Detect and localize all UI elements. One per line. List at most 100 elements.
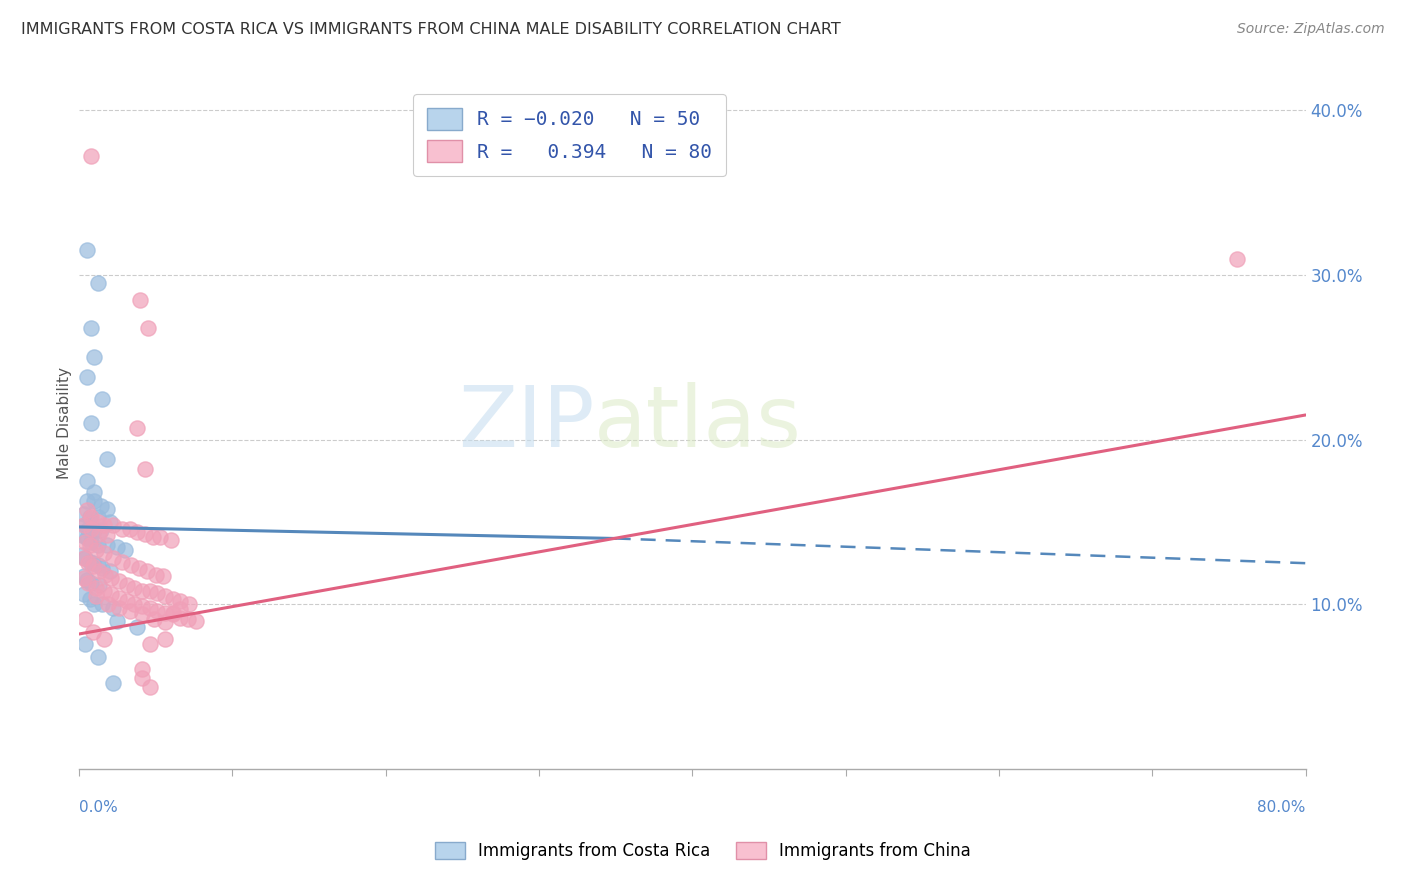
- Legend: R = −0.020   N = 50, R =   0.394   N = 80: R = −0.020 N = 50, R = 0.394 N = 80: [413, 94, 725, 176]
- Point: [162, 592, 184, 607]
- Point: [108, 591, 131, 605]
- Point: [111, 555, 134, 569]
- Point: [115, 594, 138, 608]
- Point: [169, 594, 191, 608]
- Point: [162, 606, 184, 620]
- Point: [146, 586, 169, 600]
- Point: [73, 571, 96, 585]
- Point: [77, 556, 100, 570]
- Point: [91, 561, 114, 575]
- Point: [127, 524, 149, 539]
- Point: [79, 592, 101, 607]
- Point: [86, 277, 108, 291]
- Point: [96, 501, 118, 516]
- Point: [100, 571, 122, 585]
- Point: [146, 604, 169, 618]
- Point: [86, 650, 108, 665]
- Point: [80, 510, 103, 524]
- Point: [84, 581, 107, 595]
- Point: [80, 416, 103, 430]
- Point: [107, 614, 129, 628]
- Point: [96, 452, 118, 467]
- Point: [128, 561, 150, 575]
- Point: [114, 543, 136, 558]
- Text: 80.0%: 80.0%: [1257, 799, 1306, 814]
- Point: [76, 493, 98, 508]
- Point: [87, 565, 110, 579]
- Point: [134, 462, 156, 476]
- Point: [127, 421, 149, 435]
- Text: IMMIGRANTS FROM COSTA RICA VS IMMIGRANTS FROM CHINA MALE DISABILITY CORRELATION : IMMIGRANTS FROM COSTA RICA VS IMMIGRANTS…: [21, 22, 841, 37]
- Point: [93, 632, 115, 646]
- Point: [94, 567, 117, 582]
- Point: [86, 510, 108, 524]
- Point: [96, 538, 118, 552]
- Point: [86, 515, 108, 529]
- Point: [75, 518, 97, 533]
- Point: [84, 589, 107, 603]
- Point: [73, 518, 96, 533]
- Point: [76, 474, 98, 488]
- Point: [107, 540, 129, 554]
- Point: [83, 485, 105, 500]
- Point: [149, 530, 172, 544]
- Point: [91, 598, 114, 612]
- Y-axis label: Male Disability: Male Disability: [58, 368, 72, 479]
- Point: [77, 576, 100, 591]
- Point: [169, 610, 191, 624]
- Point: [90, 523, 112, 537]
- Point: [142, 530, 165, 544]
- Point: [86, 558, 108, 572]
- Point: [153, 632, 176, 646]
- Point: [79, 538, 101, 552]
- Point: [70, 528, 93, 542]
- Point: [76, 370, 98, 384]
- Point: [73, 587, 96, 601]
- Point: [79, 510, 101, 524]
- Point: [73, 569, 96, 583]
- Point: [138, 637, 160, 651]
- Point: [136, 320, 159, 334]
- Point: [124, 581, 146, 595]
- Point: [1225, 252, 1247, 266]
- Point: [179, 598, 201, 612]
- Point: [153, 606, 176, 620]
- Point: [101, 600, 124, 615]
- Point: [108, 574, 131, 589]
- Point: [70, 548, 93, 562]
- Point: [160, 533, 183, 548]
- Point: [75, 612, 97, 626]
- Point: [73, 507, 96, 521]
- Point: [75, 534, 97, 549]
- Point: [93, 584, 115, 599]
- Point: [131, 662, 153, 676]
- Point: [90, 499, 112, 513]
- Point: [131, 599, 153, 613]
- Point: [131, 672, 153, 686]
- Point: [80, 576, 103, 591]
- Point: [131, 584, 153, 599]
- Point: [111, 522, 134, 536]
- Point: [108, 600, 131, 615]
- Point: [87, 577, 110, 591]
- Point: [120, 558, 142, 572]
- Point: [76, 244, 98, 258]
- Point: [80, 534, 103, 549]
- Point: [80, 149, 103, 163]
- Point: [84, 543, 107, 558]
- Point: [91, 392, 114, 406]
- Point: [153, 589, 176, 603]
- Point: [177, 612, 200, 626]
- Point: [76, 503, 98, 517]
- Point: [83, 351, 105, 365]
- Point: [127, 620, 149, 634]
- Point: [138, 584, 160, 599]
- Point: [97, 598, 120, 612]
- Text: 0.0%: 0.0%: [79, 799, 118, 814]
- Point: [153, 615, 176, 630]
- Point: [79, 555, 101, 569]
- Point: [98, 565, 121, 579]
- Point: [80, 320, 103, 334]
- Point: [73, 551, 96, 566]
- Point: [82, 556, 104, 570]
